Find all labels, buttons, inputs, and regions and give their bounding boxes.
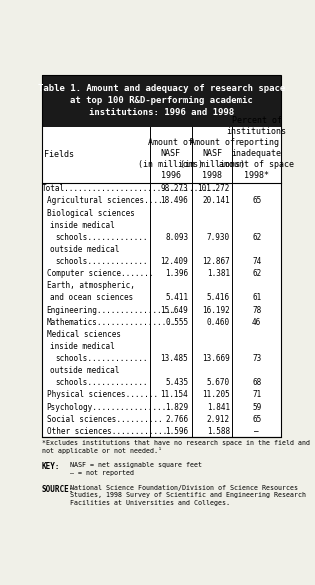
Text: 1.381: 1.381	[207, 269, 230, 278]
Text: Medical sciences: Medical sciences	[47, 330, 121, 339]
Text: 68: 68	[252, 378, 261, 387]
Text: 1.588: 1.588	[207, 426, 230, 436]
Text: 101.272: 101.272	[198, 184, 230, 194]
Text: Percent of
institutions
reporting
inadequate
amount of space
1998*: Percent of institutions reporting inadeq…	[219, 116, 294, 180]
Text: 2.912: 2.912	[207, 415, 230, 424]
Text: 18.496: 18.496	[161, 197, 188, 205]
Text: 1.841: 1.841	[207, 402, 230, 411]
Text: 0.460: 0.460	[207, 318, 230, 326]
Text: inside medical: inside medical	[50, 221, 115, 230]
Text: 73: 73	[252, 354, 261, 363]
Text: Psychology.................: Psychology.................	[47, 402, 172, 411]
Text: Earth, atmospheric,: Earth, atmospheric,	[47, 281, 135, 290]
Text: Social sciences..........: Social sciences..........	[47, 415, 162, 424]
Text: Amount of
NASF
(in millions)
1996: Amount of NASF (in millions) 1996	[138, 138, 203, 180]
Text: 65: 65	[252, 197, 261, 205]
Text: KEY:: KEY:	[42, 462, 60, 471]
Text: 1.596: 1.596	[165, 426, 188, 436]
Text: Other sciences............: Other sciences............	[47, 426, 167, 436]
Text: 46: 46	[252, 318, 261, 326]
Text: Amount of
NASF
(in millions)
1998: Amount of NASF (in millions) 1998	[180, 138, 244, 180]
Text: schools.............: schools.............	[55, 378, 148, 387]
Text: 5.411: 5.411	[165, 294, 188, 302]
Text: National Science Foundation/Division of Science Resources
Studies, 1998 Survey o: National Science Foundation/Division of …	[70, 484, 306, 506]
Text: 98.273: 98.273	[161, 184, 188, 194]
Text: 74: 74	[252, 257, 261, 266]
Text: Table 1. Amount and adequacy of research space
at top 100 R&D-performing academi: Table 1. Amount and adequacy of research…	[38, 84, 285, 117]
Text: Engineering.................: Engineering.................	[47, 305, 176, 315]
FancyBboxPatch shape	[42, 126, 281, 183]
Text: 20.141: 20.141	[202, 197, 230, 205]
Text: 7.930: 7.930	[207, 233, 230, 242]
Text: 59: 59	[252, 402, 261, 411]
Text: 61: 61	[252, 294, 261, 302]
Text: 5.670: 5.670	[207, 378, 230, 387]
FancyBboxPatch shape	[42, 183, 281, 438]
Text: 16.192: 16.192	[202, 305, 230, 315]
Text: Agricultural sciences....: Agricultural sciences....	[47, 197, 162, 205]
Text: schools.............: schools.............	[55, 233, 148, 242]
Text: Biological sciences: Biological sciences	[47, 209, 135, 218]
Text: 62: 62	[252, 233, 261, 242]
Text: Computer science.......: Computer science.......	[47, 269, 153, 278]
Text: and ocean sciences: and ocean sciences	[50, 294, 134, 302]
Text: 8.093: 8.093	[165, 233, 188, 242]
Text: Total.................................: Total.................................	[42, 184, 218, 194]
Text: 12.409: 12.409	[161, 257, 188, 266]
Text: 1.829: 1.829	[165, 402, 188, 411]
Text: 13.669: 13.669	[202, 354, 230, 363]
Text: inside medical: inside medical	[50, 342, 115, 351]
Text: *Excludes institutions that have no research space in the field and report
not a: *Excludes institutions that have no rese…	[42, 439, 315, 455]
Text: 65: 65	[252, 415, 261, 424]
Text: 1.396: 1.396	[165, 269, 188, 278]
Text: 13.485: 13.485	[161, 354, 188, 363]
Text: 0.555: 0.555	[165, 318, 188, 326]
Text: 2.766: 2.766	[165, 415, 188, 424]
Text: schools.............: schools.............	[55, 354, 148, 363]
Text: 11.154: 11.154	[161, 390, 188, 400]
Text: 12.867: 12.867	[202, 257, 230, 266]
Text: schools.............: schools.............	[55, 257, 148, 266]
Text: Physical sciences.......: Physical sciences.......	[47, 390, 158, 400]
Text: Mathematics.................: Mathematics.................	[47, 318, 176, 326]
FancyBboxPatch shape	[42, 75, 281, 126]
Text: 15.649: 15.649	[161, 305, 188, 315]
Text: outside medical: outside medical	[50, 245, 120, 254]
Text: 5.435: 5.435	[165, 378, 188, 387]
Text: 5.416: 5.416	[207, 294, 230, 302]
Text: NASF = net assignable square feet
— = not reported: NASF = net assignable square feet — = no…	[70, 462, 202, 476]
Text: 71: 71	[252, 390, 261, 400]
Text: —: —	[254, 426, 259, 436]
Text: 78: 78	[252, 305, 261, 315]
Text: Fields: Fields	[44, 150, 74, 159]
Text: outside medical: outside medical	[50, 366, 120, 375]
Text: SOURCE:: SOURCE:	[42, 484, 74, 494]
Text: 62: 62	[252, 269, 261, 278]
Text: 11.205: 11.205	[202, 390, 230, 400]
